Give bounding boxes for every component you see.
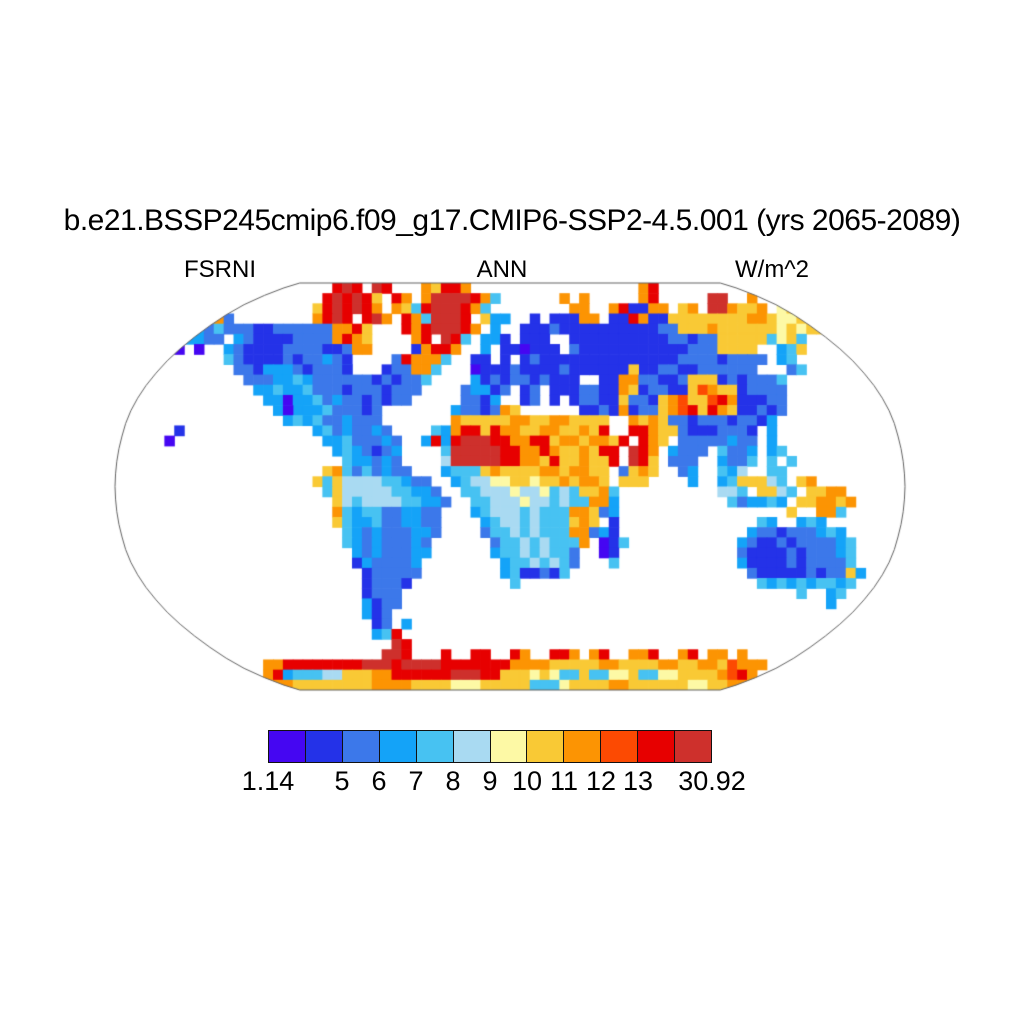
colorbar-box	[675, 731, 712, 762]
colorbar-box	[416, 731, 454, 762]
colorbar-tick-label: 13	[622, 766, 654, 796]
plot-title: b.e21.BSSP245cmip6.f09_g17.CMIP6-SSP2-4.…	[63, 204, 961, 237]
colorbar-box	[342, 731, 380, 762]
colorbar-box	[527, 731, 565, 762]
colorbar-tick-label: 5	[334, 766, 350, 796]
colorbar-tick-label: 1.14	[241, 766, 295, 796]
colorbar-box	[269, 731, 306, 762]
colorbar-tick-label: 6	[371, 766, 387, 796]
colorbar-box	[564, 731, 602, 762]
colorbar-box	[305, 731, 343, 762]
colorbar-tick-label: 7	[408, 766, 424, 796]
colorbar-tick-label: 11	[549, 766, 579, 796]
colorbar-tick-label: 30.92	[678, 766, 746, 796]
colorbar-tick-label: 9	[482, 766, 498, 796]
colorbar-box	[379, 731, 417, 762]
colorbar-box	[490, 731, 528, 762]
variable-label: FSRNI	[184, 256, 256, 283]
colorbar-tick-label: 10	[511, 766, 543, 796]
units-label: W/m^2	[735, 256, 809, 283]
season-label: ANN	[476, 256, 528, 283]
colorbar-tick-label: 12	[585, 766, 617, 796]
colorbar-tick-label: 8	[445, 766, 461, 796]
colorbar-box	[453, 731, 491, 762]
colorbar	[268, 730, 712, 763]
colorbar-box	[601, 731, 639, 762]
colorbar-box	[638, 731, 676, 762]
